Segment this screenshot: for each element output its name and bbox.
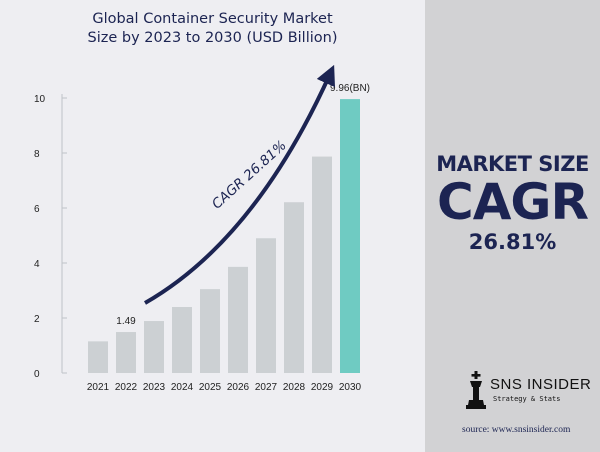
kpi-value: 26.81% bbox=[468, 230, 557, 254]
x-tick-label: 2025 bbox=[199, 382, 222, 393]
data-label-2022: 1.49 bbox=[116, 316, 136, 327]
brand-tagline: Strategy & Stats bbox=[493, 395, 561, 403]
summary-panel bbox=[425, 0, 600, 452]
x-tick-label: 2027 bbox=[255, 382, 278, 393]
bar-2022 bbox=[116, 332, 136, 373]
x-tick-label: 2026 bbox=[227, 382, 250, 393]
y-tick-label: 8 bbox=[34, 149, 40, 160]
brand-logo: SNS INSIDER Strategy & Stats bbox=[465, 368, 591, 416]
chess-king-icon bbox=[466, 371, 486, 409]
brand-name: SNS INSIDER bbox=[490, 376, 592, 393]
cagr-label: CAGR 26.81% bbox=[209, 138, 290, 213]
kpi-headline: CAGR bbox=[437, 173, 589, 231]
x-axis-labels: 2021 2022 2023 2024 2025 2026 2027 2028 2029 2030 bbox=[87, 382, 362, 393]
kpi-block: MARKET SIZE CAGR 26.81% bbox=[425, 152, 600, 254]
x-tick-label: 2029 bbox=[311, 382, 334, 393]
bar-2026 bbox=[228, 266, 248, 373]
bar-chart: 0 2 4 6 8 10 2021 2022 2023 2024 2025 2026 2027 2028… bbox=[34, 64, 370, 393]
y-tick-label: 2 bbox=[34, 314, 40, 325]
bar-2021 bbox=[88, 341, 108, 373]
cagr-arrow bbox=[144, 64, 335, 305]
bar-2023 bbox=[144, 321, 164, 373]
bar-2030 bbox=[340, 99, 360, 373]
y-tick-label: 0 bbox=[34, 369, 40, 380]
x-tick-label: 2022 bbox=[115, 382, 138, 393]
chart-title: Global Container Security Market Size by… bbox=[70, 10, 355, 48]
bar-2024 bbox=[172, 307, 192, 373]
y-tick-label: 6 bbox=[34, 204, 40, 215]
x-tick-label: 2030 bbox=[339, 382, 362, 393]
data-labels: 1.49 9.96(BN) bbox=[116, 83, 370, 327]
y-tick-label: 10 bbox=[34, 94, 46, 105]
x-tick-label: 2023 bbox=[143, 382, 166, 393]
kpi-label: MARKET SIZE bbox=[436, 152, 589, 176]
source-note: source: www.snsinsider.com bbox=[462, 425, 571, 435]
bar-2029 bbox=[312, 156, 332, 373]
chart-title-line-1: Global Container Security Market bbox=[92, 11, 333, 27]
bar-2025 bbox=[200, 289, 220, 373]
bars bbox=[88, 99, 360, 373]
x-tick-label: 2028 bbox=[283, 382, 306, 393]
x-tick-label: 2024 bbox=[171, 382, 194, 393]
bar-2028 bbox=[284, 202, 304, 373]
y-axis: 0 2 4 6 8 10 bbox=[34, 94, 67, 380]
data-label-2030: 9.96(BN) bbox=[330, 83, 370, 94]
bar-2027 bbox=[256, 238, 276, 373]
x-tick-label: 2021 bbox=[87, 382, 110, 393]
y-tick-label: 4 bbox=[34, 259, 40, 270]
chart-title-line-2: Size by 2023 to 2030 (USD Billion) bbox=[87, 30, 338, 46]
